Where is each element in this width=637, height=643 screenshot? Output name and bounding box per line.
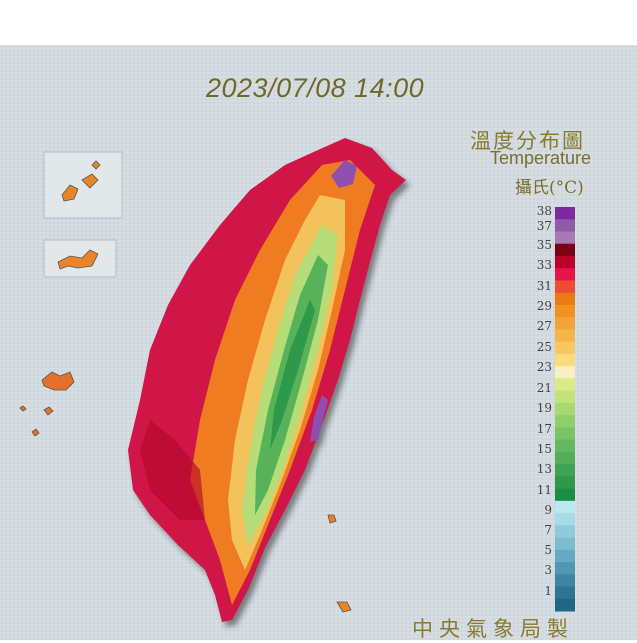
color-bar-label: 37 bbox=[536, 219, 552, 233]
orchid-island bbox=[327, 514, 337, 524]
color-bar-swatch bbox=[555, 341, 575, 355]
color-bar-label: 3 bbox=[544, 563, 552, 577]
color-bar-swatch bbox=[555, 562, 575, 575]
color-bar-label: 19 bbox=[536, 401, 552, 415]
taiwan-island bbox=[128, 138, 406, 622]
color-bar-swatch bbox=[555, 207, 575, 220]
color-bar-label: 5 bbox=[544, 543, 552, 557]
color-bar-swatch bbox=[555, 317, 575, 330]
color-bar-swatch bbox=[555, 439, 575, 453]
color-bar-swatch bbox=[555, 219, 575, 232]
color-bar-label: 13 bbox=[536, 462, 552, 476]
color-bar bbox=[555, 207, 575, 612]
color-bar-swatch bbox=[555, 513, 575, 526]
color-bar-swatch bbox=[555, 537, 575, 551]
color-bar-swatch bbox=[555, 574, 575, 588]
color-bar-swatch bbox=[555, 476, 575, 490]
map-title-en: Temperature bbox=[490, 148, 592, 168]
color-bar-swatch bbox=[555, 366, 575, 379]
color-bar-swatch bbox=[555, 549, 575, 563]
color-bar-label: 21 bbox=[536, 381, 552, 395]
color-bar-swatch bbox=[555, 268, 575, 281]
color-bar-swatch bbox=[555, 415, 575, 428]
color-bar-label: 27 bbox=[536, 319, 552, 333]
color-bar-swatch bbox=[555, 488, 575, 502]
color-bar-label: 38 bbox=[536, 204, 552, 218]
color-bar-swatch bbox=[555, 304, 575, 318]
green-island bbox=[336, 601, 352, 613]
unit-label: 攝氏(°C) bbox=[515, 178, 584, 198]
color-bar-swatch bbox=[555, 451, 575, 465]
color-bar-label: 29 bbox=[536, 299, 552, 313]
color-bar-swatch bbox=[555, 255, 575, 269]
color-bar-label: 17 bbox=[536, 422, 552, 436]
color-bar-label: 1 bbox=[544, 584, 552, 598]
color-bar-swatch bbox=[555, 598, 575, 612]
color-bar-label: 9 bbox=[544, 503, 552, 517]
map-datetime: 2023/07/08 14:00 bbox=[206, 73, 425, 103]
color-bar-swatch bbox=[555, 280, 575, 294]
color-bar-swatch bbox=[555, 231, 575, 245]
color-bar-swatch bbox=[555, 353, 575, 367]
color-bar-label: 15 bbox=[536, 442, 552, 456]
credit-text: 中央氣象局製 bbox=[412, 617, 574, 641]
color-bar-swatch bbox=[555, 427, 575, 441]
color-bar-swatch bbox=[555, 243, 575, 257]
color-bar-label: 23 bbox=[536, 360, 552, 374]
color-bar-swatch bbox=[555, 390, 575, 404]
inset-kinmen bbox=[43, 239, 117, 278]
color-bar-label: 31 bbox=[536, 279, 552, 293]
color-bar-swatch bbox=[555, 464, 575, 477]
color-bar-label: 7 bbox=[544, 523, 552, 537]
color-bar-swatch bbox=[555, 378, 575, 392]
color-bar-swatch bbox=[555, 402, 575, 416]
color-bar-label: 33 bbox=[536, 258, 552, 272]
color-bar-swatch bbox=[555, 525, 575, 539]
color-bar-swatch bbox=[555, 292, 575, 306]
color-bar-swatch bbox=[555, 329, 575, 343]
map-title-zh: 溫度分布圖 bbox=[470, 129, 585, 153]
color-bar-label: 11 bbox=[536, 483, 552, 497]
color-bar-swatch bbox=[555, 586, 575, 600]
color-bar-swatch bbox=[555, 500, 575, 514]
penghu-islands bbox=[19, 371, 75, 437]
color-bar-label: 35 bbox=[536, 238, 552, 252]
inset-matsu bbox=[43, 151, 123, 219]
color-bar-label: 25 bbox=[536, 340, 552, 354]
